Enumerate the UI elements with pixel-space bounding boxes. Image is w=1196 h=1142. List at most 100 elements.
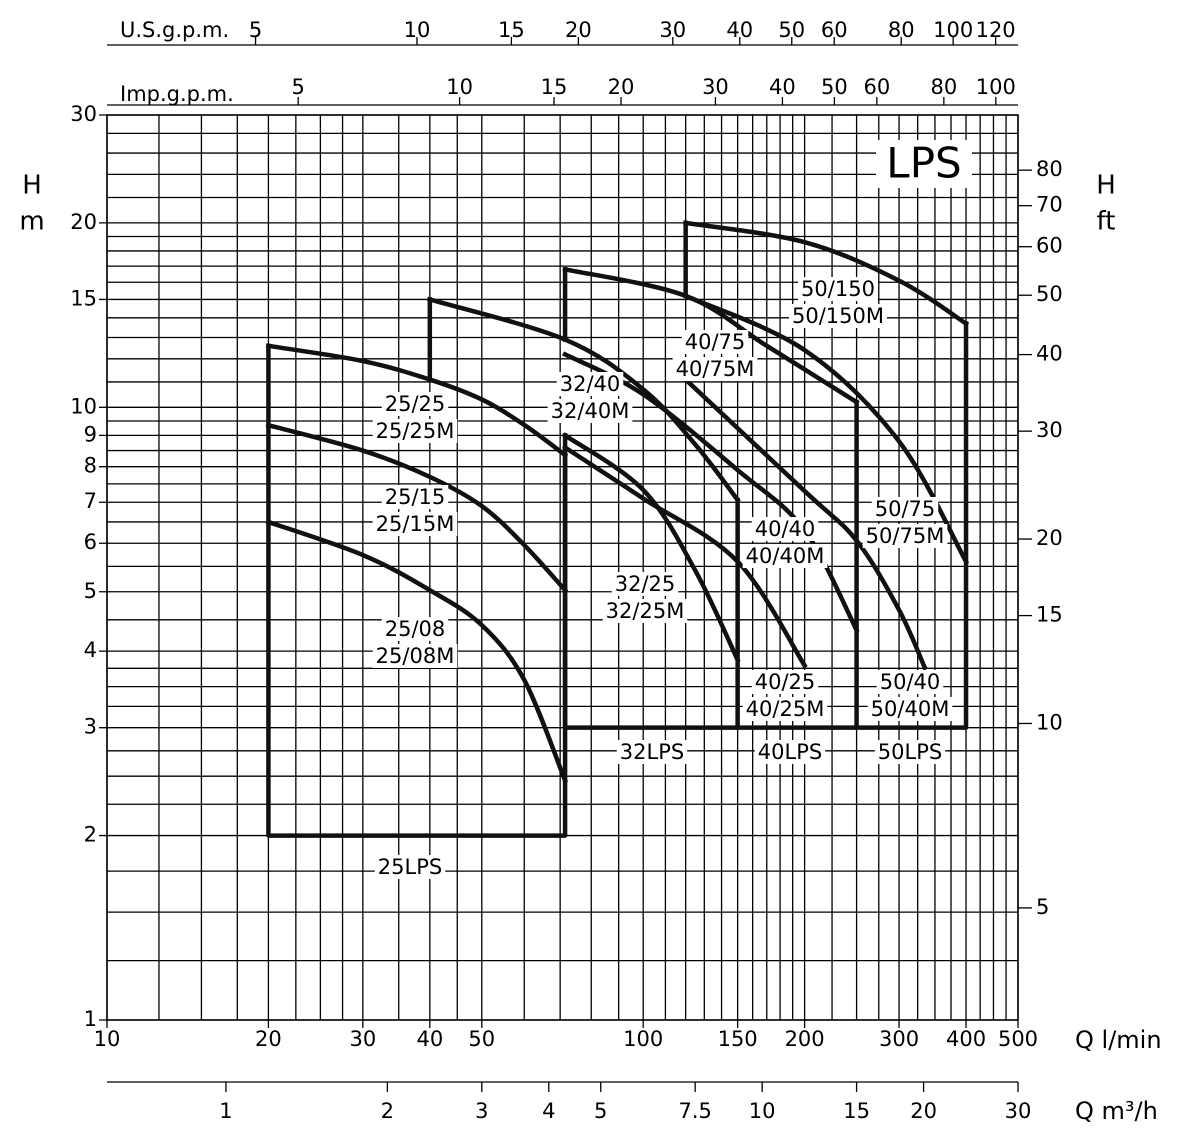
curve-label: 50/40 (880, 670, 941, 694)
bottom-tick-label: 1 (219, 1099, 232, 1123)
label-background (602, 599, 688, 623)
x-tick-label: 400 (946, 1027, 986, 1051)
top-tick-label: 10 (446, 75, 473, 99)
bottom-axis-label: Q m³/h (1075, 1097, 1158, 1125)
top-tick-label: 30 (659, 18, 686, 42)
pump-curve (265, 343, 569, 459)
top-tick-label: 20 (608, 75, 635, 99)
label-background (372, 644, 458, 668)
label-background (751, 517, 819, 541)
label-background (381, 392, 449, 416)
label-background (798, 277, 878, 301)
y-tick-label: 7 (84, 489, 97, 513)
pump-curve (682, 376, 928, 671)
pump-curve (561, 432, 741, 663)
curve-label: 25/25 (385, 392, 446, 416)
bottom-tick-label: 4 (542, 1099, 555, 1123)
curve-label: 50/150M (792, 304, 884, 328)
bottom-tick-label: 7.5 (678, 1099, 711, 1123)
x-tick-label: 150 (718, 1027, 758, 1051)
label-background (862, 524, 948, 548)
y2-tick-label: 5 (1036, 895, 1049, 919)
bottom-tick-label: 3 (475, 1099, 488, 1123)
pump-curve (562, 266, 860, 406)
top-tick-label: 15 (498, 18, 525, 42)
bottom-tick-label: 10 (749, 1099, 776, 1123)
y-tick-label: 8 (84, 454, 97, 478)
y2-axis-label: ft (1097, 207, 1116, 237)
label-background (876, 670, 944, 694)
top-tick-label: 60 (863, 75, 890, 99)
curve-label: 40/25M (746, 697, 825, 721)
bottom-tick-label: 15 (843, 1099, 870, 1123)
curve-label: 32LPS (620, 740, 684, 764)
curve-label: 25/08M (376, 644, 455, 668)
x-tick-label: 20 (255, 1027, 282, 1051)
top-tick-label: 50 (821, 75, 848, 99)
label-background (556, 372, 624, 396)
top-tick-label: 50 (778, 18, 805, 42)
top-tick-label: 30 (702, 75, 729, 99)
label-background (789, 304, 887, 328)
y2-axis-label: H (1096, 171, 1116, 201)
top-tick-label: 120 (976, 18, 1016, 42)
label-background (867, 697, 953, 721)
y-tick-label: 5 (84, 579, 97, 603)
pump-curve (427, 296, 741, 504)
curve-label: 25/08 (385, 617, 446, 641)
curves (265, 220, 970, 838)
pump-curve (561, 444, 808, 669)
label-background (374, 855, 446, 879)
x-tick-label: 100 (623, 1027, 663, 1051)
y-tick-label: 10 (70, 394, 97, 418)
y-tick-label: 4 (84, 638, 97, 662)
y-tick-label: 9 (84, 422, 97, 446)
pump-curve (682, 292, 970, 565)
top-tick-label: 20 (565, 18, 592, 42)
y-axis-label: H (22, 171, 42, 201)
y2-tick-label: 15 (1036, 603, 1063, 627)
top-tick-label: 15 (541, 75, 568, 99)
y2-tick-label: 40 (1036, 342, 1063, 366)
curve-label: 25LPS (378, 855, 442, 879)
curve-label: 32/40M (551, 399, 630, 423)
curve-label: 40LPS (758, 740, 822, 764)
chart-title: LPS (886, 139, 961, 188)
curve-label: 50LPS (878, 740, 942, 764)
x-tick-label: 10 (94, 1027, 121, 1051)
curve-label: 32/25 (615, 572, 676, 596)
bottom-tick-label: 2 (381, 1099, 394, 1123)
label-background (742, 697, 828, 721)
y2-tick-label: 60 (1036, 234, 1063, 258)
y-tick-label: 20 (70, 210, 97, 234)
y2-tick-label: 20 (1036, 526, 1063, 550)
curve-label: 40/75M (676, 357, 755, 381)
y2-tick-label: 30 (1036, 418, 1063, 442)
top-tick-label: 80 (888, 18, 915, 42)
y-tick-label: 3 (84, 715, 97, 739)
curve-label: 32/25M (606, 599, 685, 623)
y-axis-label: m (19, 207, 44, 237)
envelope (683, 220, 969, 730)
curve-label: 50/150 (801, 277, 875, 301)
x-tick-label: 30 (349, 1027, 376, 1051)
label-background (372, 512, 458, 536)
top-tick-label: 40 (726, 18, 753, 42)
curve-label: 50/75 (875, 497, 936, 521)
x-axis-label: Q l/min (1075, 1026, 1162, 1054)
y-tick-label: 15 (70, 286, 97, 310)
x-tick-label: 50 (468, 1027, 495, 1051)
x-tick-label: 500 (998, 1027, 1038, 1051)
curve-label: 50/40M (871, 697, 950, 721)
title-box (876, 140, 972, 188)
top-tick-label: 40 (769, 75, 796, 99)
y2-tick-label: 80 (1036, 157, 1063, 181)
pump-curve (683, 220, 970, 327)
curve-label: 25/25M (376, 419, 455, 443)
top-tick-label: 100 (976, 75, 1016, 99)
label-background (754, 740, 826, 764)
label-background (611, 572, 679, 596)
y-tick-label: 1 (84, 1007, 97, 1031)
curve-label: 25/15M (376, 512, 455, 536)
